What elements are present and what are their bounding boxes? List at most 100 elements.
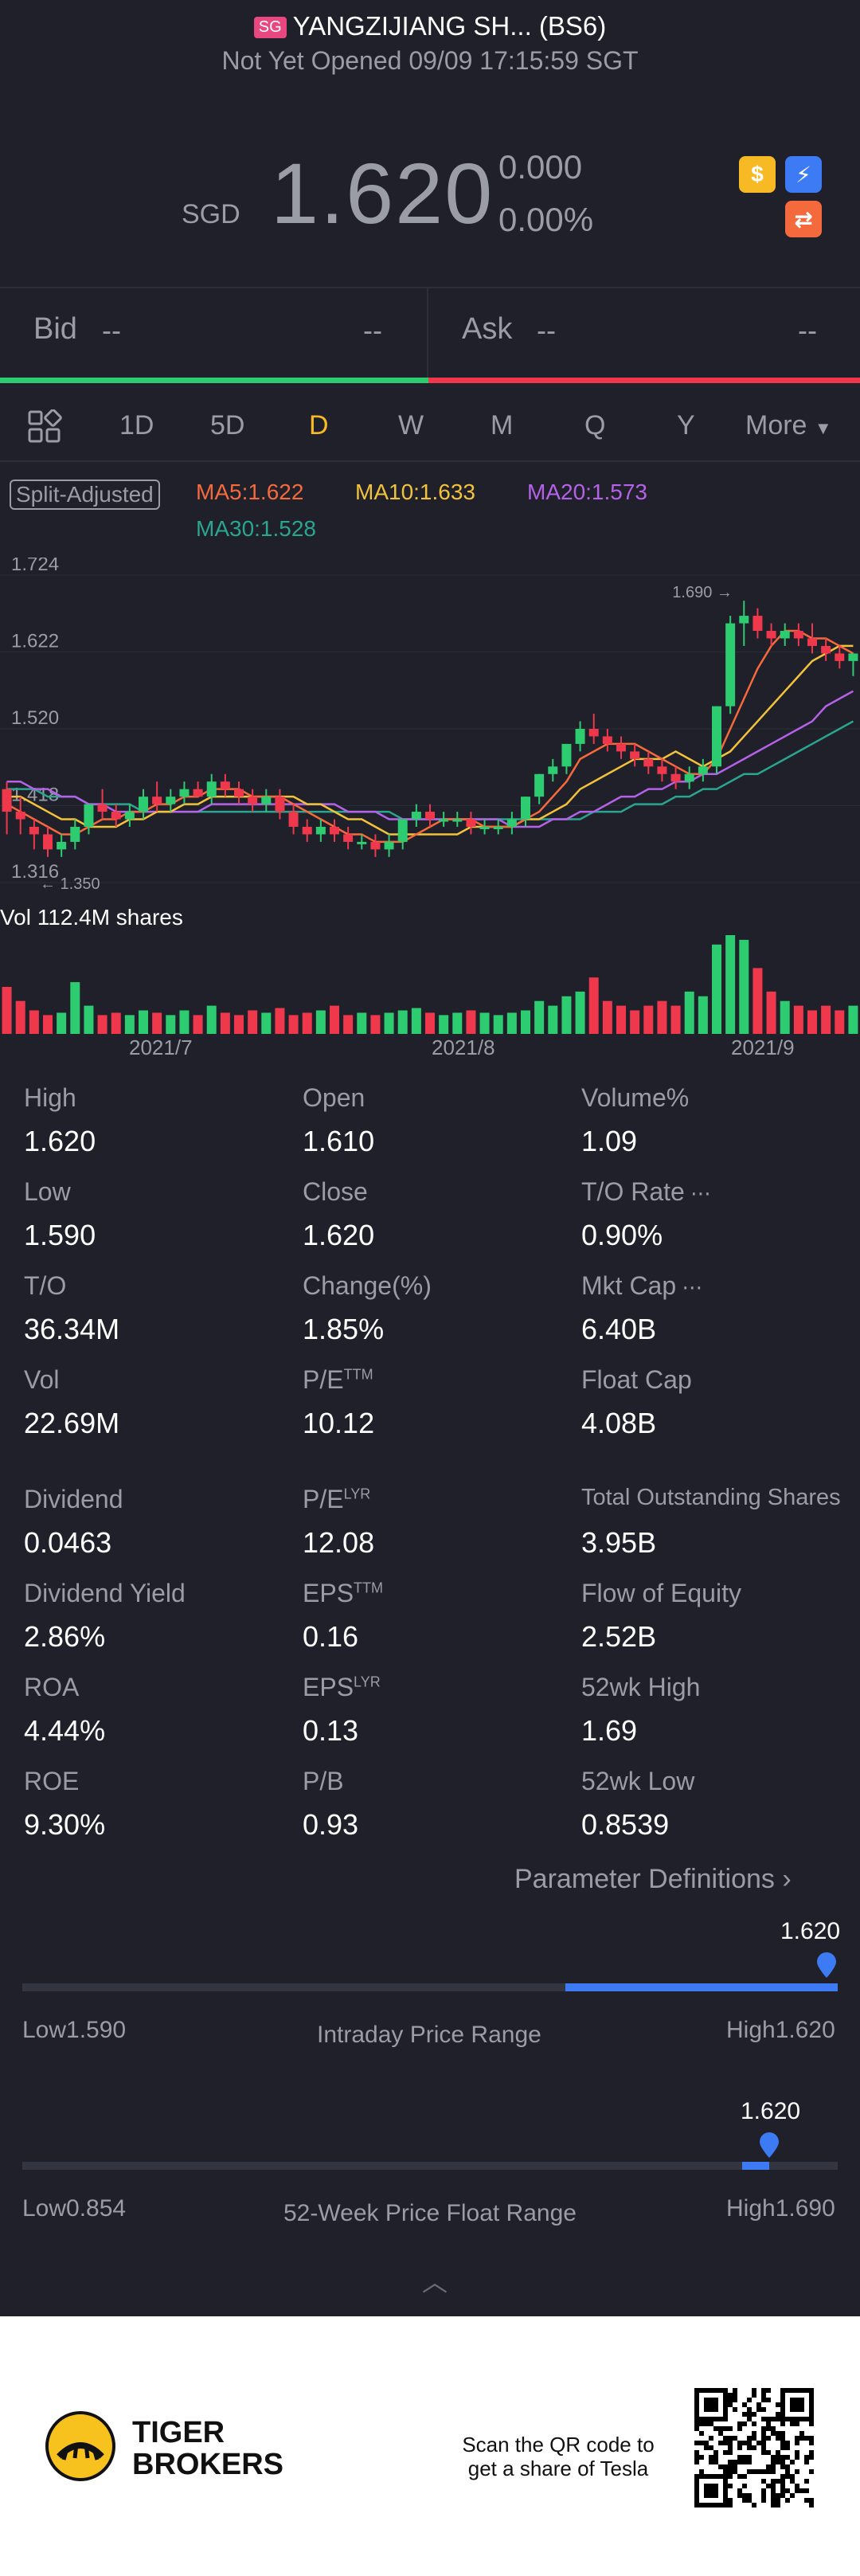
volume-bar (370, 1015, 381, 1034)
qr-module (795, 2407, 799, 2412)
qr-module (780, 2436, 785, 2441)
stat-label: T/O (24, 1271, 66, 1301)
candle-body (684, 773, 694, 782)
volume-bar (575, 991, 585, 1034)
qr-module (718, 2503, 723, 2507)
tab-w[interactable]: W (398, 410, 424, 440)
chevron-up-icon[interactable]: ︿ (422, 2268, 448, 2296)
qr-code[interactable] (694, 2388, 814, 2507)
qr-module (752, 2503, 756, 2507)
stat-label: Total Outstanding Shares (581, 1485, 841, 1511)
tab-more[interactable]: More ▼ (745, 410, 832, 441)
tab-d[interactable]: D (309, 410, 329, 440)
qr-module (809, 2503, 814, 2507)
candle (43, 826, 53, 857)
qr-module (761, 2431, 766, 2436)
tab-q[interactable]: Q (584, 410, 606, 440)
qr-module (780, 2484, 785, 2488)
qr-module (785, 2469, 790, 2474)
qr-module (728, 2450, 733, 2455)
volume-bar (479, 1012, 490, 1034)
candle (111, 804, 121, 827)
info-icon[interactable]: ⋯ (676, 1275, 703, 1299)
candle (439, 812, 449, 827)
candle (821, 638, 831, 661)
qr-module (713, 2388, 718, 2393)
intraday-low: Low1.590 (22, 2017, 127, 2043)
qr-module (795, 2441, 799, 2445)
qr-module (713, 2426, 718, 2431)
volume-bar (57, 1012, 67, 1034)
qr-module (718, 2417, 723, 2421)
swap-icon[interactable]: ⇄ (785, 201, 822, 237)
volume-bar (534, 1000, 545, 1034)
qr-module (766, 2469, 771, 2474)
qr-module (747, 2398, 752, 2402)
candle (152, 781, 162, 812)
volume-bar (166, 1015, 176, 1034)
candlestick-chart[interactable]: 1.724 1.622 1.520 1.418 1.316 1.690 → ← 1.350 (0, 558, 860, 892)
volume-bar (193, 1015, 203, 1034)
tab-y[interactable]: Y (677, 410, 695, 440)
stat-value: 1.85% (303, 1313, 385, 1345)
stat-label-text: Change(%) (303, 1271, 432, 1300)
candle (97, 789, 108, 820)
candle-body (152, 797, 162, 805)
qr-module (728, 2441, 733, 2445)
volume-bar (588, 977, 599, 1034)
volume-bar (766, 991, 776, 1034)
tiger-logo-icon (45, 2410, 116, 2486)
chart-layout-icon[interactable] (27, 409, 62, 448)
tab-m[interactable]: M (491, 410, 514, 440)
volume-bar (111, 1012, 121, 1034)
volume-bar (752, 968, 763, 1034)
dollar-icon[interactable]: $ (739, 156, 776, 193)
qr-module (809, 2402, 814, 2407)
qr-module (709, 2488, 713, 2493)
qr-module (780, 2388, 785, 2393)
qr-module (766, 2417, 771, 2421)
intraday-range-track (22, 1983, 838, 1991)
qr-module (694, 2455, 699, 2460)
qr-module (737, 2474, 742, 2479)
split-adjusted-toggle[interactable]: Split-Adjusted (10, 480, 160, 510)
qr-module (780, 2474, 785, 2479)
candle-body (357, 841, 367, 844)
qr-module (747, 2445, 752, 2450)
stat-label: Open (303, 1083, 365, 1113)
qr-module (699, 2441, 704, 2445)
qr-module (809, 2450, 814, 2455)
qr-module (713, 2398, 718, 2402)
candle (302, 819, 312, 842)
volume-chart[interactable] (0, 932, 860, 1035)
qr-module (799, 2402, 804, 2407)
candle (84, 804, 94, 835)
qr-module (780, 2479, 785, 2484)
candle (288, 804, 299, 835)
qr-module (704, 2488, 709, 2493)
lightning-icon[interactable]: ⚡ (785, 156, 822, 193)
stat-label-sup: TTM (354, 1580, 384, 1596)
stat-value: 0.16 (303, 1620, 359, 1653)
qr-module (780, 2431, 785, 2436)
candle (248, 789, 258, 812)
qr-module (694, 2398, 699, 2402)
candle-body (411, 812, 421, 820)
stat-label: Dividend (24, 1485, 123, 1514)
qr-module (799, 2398, 804, 2402)
qr-module (723, 2388, 728, 2393)
tab-5d[interactable]: 5D (210, 410, 245, 440)
tab-1d[interactable]: 1D (119, 410, 154, 440)
parameter-definitions-link[interactable]: Parameter Definitions › (514, 1864, 792, 1895)
qr-module (804, 2417, 809, 2421)
candle-body (575, 729, 585, 744)
qr-module (771, 2431, 776, 2436)
qr-module (704, 2402, 709, 2407)
info-icon[interactable]: ⋯ (684, 1181, 712, 1205)
qr-module (766, 2426, 771, 2431)
candle-body (602, 736, 612, 744)
candle (397, 819, 408, 850)
candle (548, 758, 558, 782)
qr-module (804, 2460, 809, 2464)
candle (643, 751, 654, 774)
